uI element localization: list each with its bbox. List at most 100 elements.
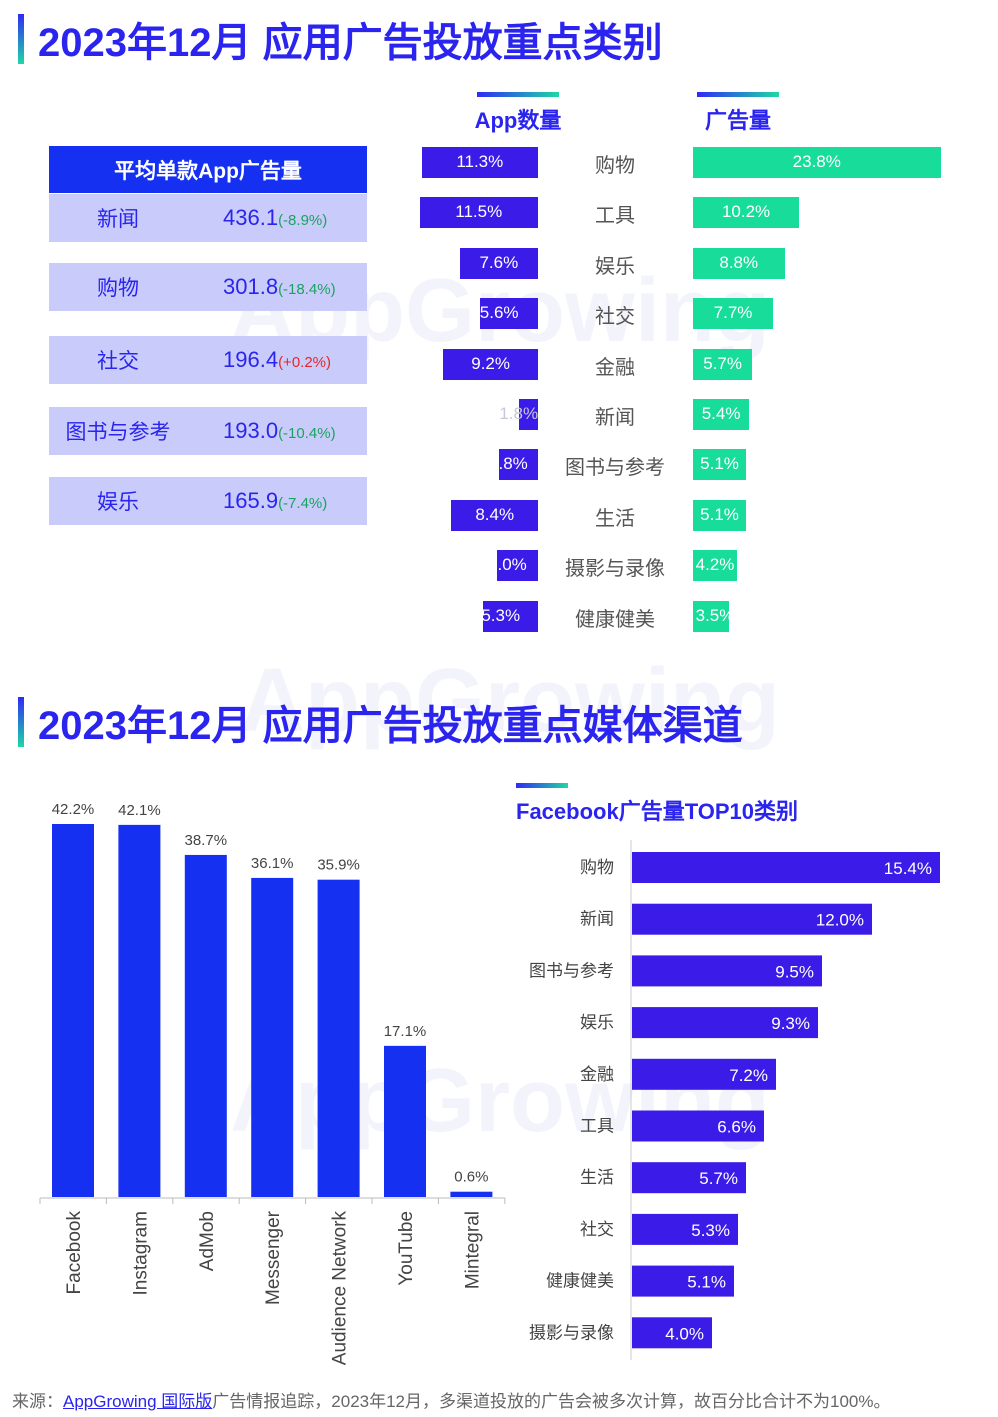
media-category-label: Messenger (263, 1210, 284, 1305)
app-count-bar (459, 247, 538, 279)
ad-volume-heading: 广告量 (696, 92, 780, 135)
app-count-label: 7.6% (479, 252, 519, 272)
media-bar-label: 42.2% (52, 801, 95, 818)
media-bar (450, 1191, 493, 1197)
media-category-label: Mintegral (462, 1211, 483, 1289)
media-channel-chart: 42.2% Facebook 42.1% Instagram 38.7% AdMob 36.… (39, 801, 506, 1366)
category-label: 购物 (595, 155, 635, 177)
footer-prefix: 来源： (12, 1392, 63, 1411)
fb-bar (632, 955, 822, 987)
ad-volume-bar (693, 600, 730, 632)
ad-volume-bar (693, 449, 747, 481)
media-bar-label: 42.1% (118, 802, 161, 819)
avg-ad-row-value: 165.9(-7.4%) (223, 488, 328, 513)
app-count-label: 5.3% (481, 605, 521, 625)
avg-ad-table: 平均单款App广告量 新闻 436.1(-8.9%) 购物 301.8(-18.… (49, 146, 367, 525)
fb-category-label: 健康健美 (546, 1272, 614, 1291)
media-bar (118, 824, 161, 1197)
media-bar-label: 38.7% (185, 832, 228, 849)
fb-category-label: 工具 (580, 1117, 614, 1136)
category-label: 社交 (595, 306, 635, 329)
footer-text: 广告情报追踪，2023年12月，多渠道投放的广告会被多次计算，故百分比合计不为1… (212, 1392, 891, 1411)
section-title-categories: 2023年12月 应用广告投放重点类别 (18, 10, 663, 68)
heading-accent-line (697, 92, 779, 97)
fb-bar-label: 12.0% (816, 911, 864, 930)
avg-ad-row-value: 193.0(-10.4%) (223, 418, 336, 443)
heading-accent-line (477, 92, 559, 97)
ad-volume-bar (693, 399, 750, 430)
fb-bar-label: 5.3% (691, 1221, 730, 1240)
media-category-label: Facebook (64, 1211, 85, 1295)
page-title: 2023年12月 应用广告投放重点类别 (38, 21, 663, 65)
ad-volume-bar (693, 298, 774, 330)
heading-accent-line (516, 783, 568, 788)
media-bar (52, 824, 94, 1197)
ad-volume-heading-text: 广告量 (704, 108, 771, 133)
section-title-text: 2023年12月 应用广告投放重点媒体渠道 (38, 704, 743, 748)
app-count-label: 8.4% (475, 504, 515, 524)
media-category-label: Audience Network (330, 1211, 351, 1366)
avg-ad-row-name: 新闻 (97, 208, 139, 231)
category-label: 娱乐 (595, 255, 635, 278)
ad-volume-label: 5.4% (701, 404, 741, 423)
ad-volume-label: 5.1% (700, 454, 739, 474)
app-count-bar (496, 550, 538, 582)
ad-volume-label: 23.8% (792, 152, 841, 171)
ad-volume-label: 5.1% (700, 504, 739, 524)
ad-volume-label: 4.2% (695, 555, 735, 575)
fb-bar (632, 1317, 712, 1349)
media-bar-label: 36.1% (251, 855, 294, 872)
media-bar-label: 35.9% (317, 857, 360, 874)
fb-bar (632, 1162, 746, 1194)
facebook-top10-heading-text: Facebook广告量TOP10类别 (516, 799, 798, 824)
fb-bar (632, 903, 872, 935)
app-count-label: 9.2% (471, 353, 510, 373)
footer-link[interactable]: AppGrowing 国际版 (63, 1392, 213, 1411)
avg-ad-row-value: 301.8(-18.4%) (223, 274, 336, 299)
media-category-label: Instagram (130, 1211, 151, 1295)
media-bar (384, 1045, 426, 1197)
title-accent-bar (18, 697, 24, 747)
fb-category-label: 新闻 (580, 910, 614, 929)
app-count-bar (421, 147, 538, 178)
app-count-heading: App数量 (470, 92, 566, 135)
fb-bar (632, 1058, 776, 1090)
fb-bar (632, 1213, 738, 1245)
app-count-bar (519, 399, 538, 430)
app-count-heading-text: App数量 (474, 108, 562, 133)
ad-volume-label: 10.2% (721, 202, 771, 222)
avg-ad-row: 社交 196.4(+0.2%) (49, 336, 367, 384)
ad-volume-label: 8.8% (719, 252, 759, 272)
media-bar-label: 0.6% (454, 1169, 488, 1186)
media-bar (251, 877, 294, 1197)
fb-bar-label: 4.0% (665, 1324, 704, 1343)
avg-ad-row-name: 娱乐 (97, 491, 139, 514)
fb-bar-label: 6.6% (717, 1118, 756, 1137)
avg-ad-row-name: 购物 (97, 277, 139, 300)
category-label: 金融 (595, 356, 635, 379)
media-category-label: YouTube (396, 1211, 417, 1286)
fb-bar-label: 15.4% (884, 859, 932, 878)
fb-category-label: 社交 (580, 1220, 614, 1239)
fb-category-label: 金融 (580, 1065, 614, 1084)
avg-ad-row: 新闻 436.1(-8.9%) (49, 194, 367, 242)
avg-ad-row-name: 社交 (97, 350, 139, 373)
ad-volume-bar (693, 499, 747, 531)
app-count-label: 3.8% (489, 454, 528, 474)
app-count-label: 4.0% (488, 555, 527, 575)
fb-category-label: 摄影与录像 (529, 1323, 614, 1342)
category-label: 生活 (595, 507, 635, 530)
app-count-bar (443, 348, 538, 380)
ad-volume-label: 5.7% (703, 353, 742, 373)
facebook-top10-chart: 15.4% 购物 12.0% 新闻 9.5% 图书与参考 9.3% 娱乐 7.2% 金融 6.6% 工… (529, 840, 940, 1360)
fb-bar-label: 5.7% (699, 1169, 738, 1188)
fb-category-label: 娱乐 (580, 1013, 614, 1032)
fb-bar (632, 852, 940, 883)
ad-volume-label: 7.7% (713, 303, 753, 323)
app-count-bar (451, 499, 538, 531)
ad-volume-bar (693, 197, 800, 229)
media-bar (317, 879, 360, 1197)
category-label: 工具 (595, 205, 635, 228)
media-bar-label: 17.1% (384, 1023, 427, 1040)
fb-category-label: 生活 (580, 1168, 614, 1187)
